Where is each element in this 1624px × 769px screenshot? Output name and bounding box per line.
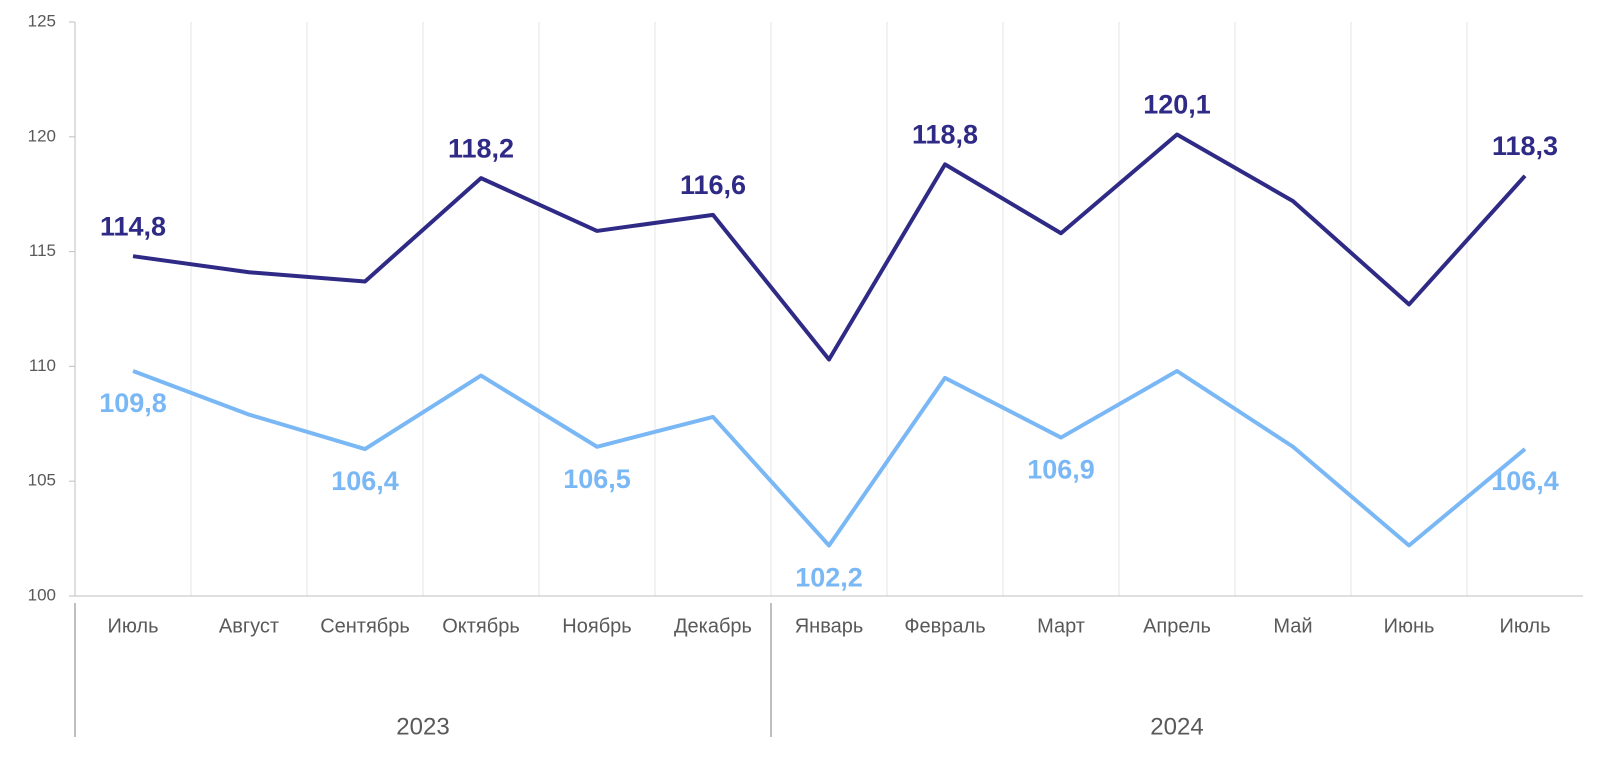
x-tick-label: Июнь [1384, 615, 1435, 637]
series-line [132, 132, 1527, 362]
x-tick-label: Июль [1499, 615, 1550, 637]
data-label: 106,5 [563, 464, 631, 494]
x-tick-label: Декабрь [674, 615, 752, 637]
group-label: 2023 [396, 713, 449, 740]
x-tick-label: Август [219, 615, 279, 637]
data-label: 118,2 [448, 133, 514, 163]
data-label: 106,4 [1491, 466, 1559, 496]
x-tick-label: Январь [795, 615, 864, 637]
y-tick-label: 110 [29, 356, 56, 375]
data-label: 118,8 [912, 119, 978, 149]
x-tick-label: Ноябрь [562, 615, 631, 637]
y-tick-label: 115 [29, 241, 56, 260]
x-tick-label: Март [1037, 615, 1085, 637]
data-label: 118,3 [1492, 131, 1558, 161]
data-label: 114,8 [100, 211, 166, 241]
y-tick-label: 125 [28, 11, 56, 30]
data-label: 116,6 [680, 170, 746, 200]
y-tick-label: 100 [28, 585, 56, 604]
group-label: 2024 [1150, 713, 1203, 740]
x-tick-label: Февраль [904, 615, 985, 637]
series-line [132, 368, 1527, 548]
data-label: 120,1 [1143, 90, 1211, 120]
x-tick-label: Июль [107, 615, 158, 637]
x-tick-label: Октябрь [442, 615, 520, 637]
data-label: 106,4 [331, 466, 399, 496]
data-label: 109,8 [99, 388, 167, 418]
x-tick-label: Апрель [1143, 615, 1211, 637]
y-tick-label: 105 [28, 471, 56, 490]
x-tick-label: Май [1273, 615, 1312, 637]
data-label: 106,9 [1027, 455, 1095, 485]
y-tick-label: 120 [28, 126, 56, 145]
x-tick-label: Сентябрь [320, 615, 410, 637]
data-label: 102,2 [795, 563, 863, 593]
